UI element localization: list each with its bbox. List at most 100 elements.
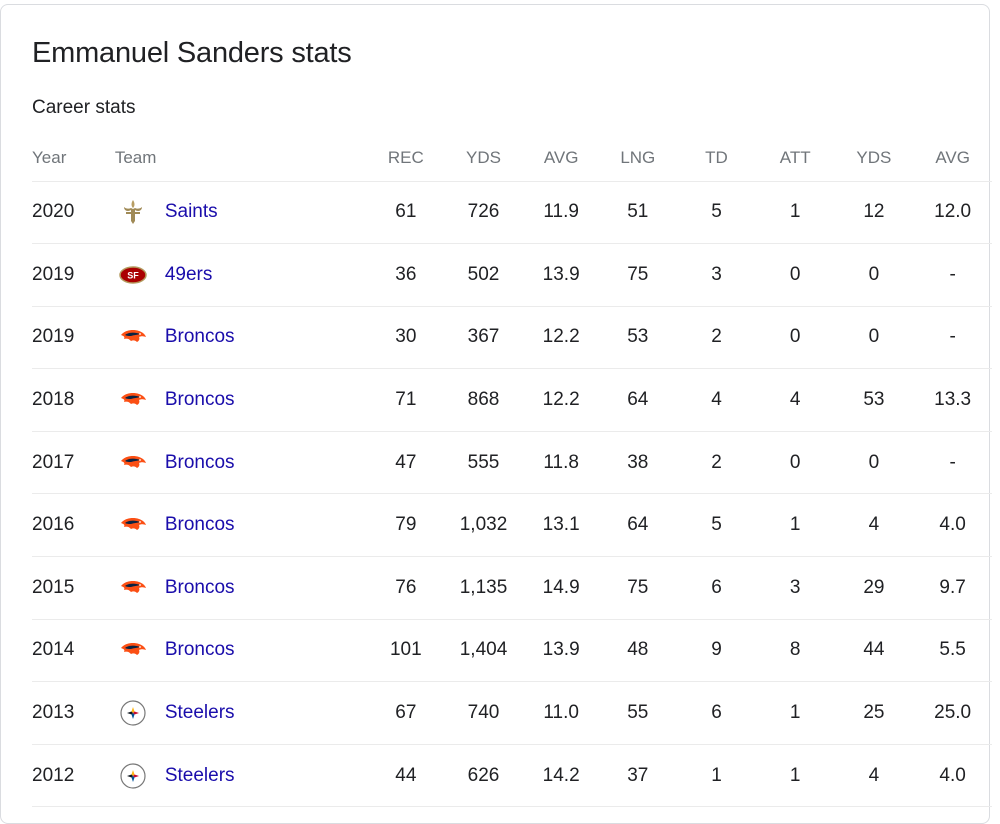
table-row: 2019 SF 49ers 36 502 13.9 75 3 0 0 - [32,243,992,307]
49ers-logo-icon: SF [119,261,147,289]
team-link[interactable]: Broncos [164,389,235,411]
team-link[interactable]: Steelers [164,702,235,724]
year-cell: 2015 [32,556,115,620]
rush-avg-cell: 13.3 [913,368,992,432]
td-cell: 2 [677,306,756,370]
avg-cell: 13.1 [523,493,599,558]
column-header-att: ATT [755,135,835,182]
rush-avg-cell: 25.0 [913,681,992,745]
rec-cell: 101 [368,619,444,683]
lng-cell: 55 [598,681,678,745]
att-cell: 8 [755,619,835,683]
rec-cell: 30 [368,306,444,370]
yds-cell: 502 [443,243,524,307]
year-cell: 2013 [32,681,115,745]
rush-yds-cell: 0 [834,431,914,495]
lng-cell: 75 [598,243,678,307]
rush-avg-cell: - [913,431,992,495]
att-cell: 0 [755,431,835,495]
td-cell: 9 [677,619,756,683]
avg-cell: 13.9 [523,619,599,683]
table-header-row: Year Team REC YDS AVG LNG TD ATT YDS AVG [32,135,992,182]
column-header-rec: REC [368,135,444,182]
rush-yds-cell: 29 [834,556,914,620]
column-header-team: Team [114,135,369,182]
rush-yds-cell: 12 [834,181,914,245]
rec-cell: 61 [368,181,444,245]
career-stats-table: Year Team REC YDS AVG LNG TD ATT YDS AVG… [32,135,992,808]
lng-cell: 75 [598,556,678,620]
avg-cell: 13.9 [523,243,599,307]
lng-cell: 48 [598,619,678,683]
rush-avg-cell: - [913,306,992,370]
att-cell: 1 [755,181,835,245]
table-row: 2014 Broncos 101 1,404 13.9 48 9 8 44 5.… [32,619,992,683]
lng-cell: 38 [598,431,678,495]
yds-cell: 1,135 [443,556,524,620]
att-cell: 1 [755,493,835,558]
team-link[interactable]: 49ers [164,263,213,285]
team-cell: Broncos [114,493,369,558]
yds-cell: 626 [443,744,524,808]
att-cell: 4 [755,368,835,432]
yds-cell: 868 [443,368,524,432]
year-cell: 2016 [32,493,115,558]
td-cell: 6 [677,681,756,745]
lng-cell: 64 [598,493,678,558]
rush-yds-cell: 44 [834,619,914,683]
team-link[interactable]: Saints [164,201,218,223]
yds-cell: 1,404 [443,619,524,683]
svg-text:SF: SF [127,270,139,280]
team-cell: Steelers [114,744,369,808]
lng-cell: 51 [598,181,678,245]
yds-cell: 555 [443,431,524,495]
team-cell: Saints [114,181,369,245]
team-link[interactable]: Broncos [164,514,235,536]
team-link[interactable]: Broncos [164,639,235,661]
page-title: Emmanuel Sanders stats [32,37,352,69]
saints-logo-icon [119,198,147,226]
lng-cell: 37 [598,744,678,808]
broncos-logo-icon [119,636,147,664]
year-cell: 2012 [32,744,115,808]
avg-cell: 14.9 [523,556,599,620]
table-row: 2020 Saints 61 726 11.9 51 5 1 12 12.0 [32,181,992,245]
td-cell: 1 [677,744,756,808]
broncos-logo-icon [119,511,147,539]
year-cell: 2017 [32,431,115,495]
yds-cell: 726 [443,181,524,245]
team-link[interactable]: Broncos [164,326,235,348]
att-cell: 0 [755,306,835,370]
year-cell: 2020 [32,181,115,245]
avg-cell: 11.8 [523,431,599,495]
broncos-logo-icon [119,386,147,414]
team-link[interactable]: Broncos [164,576,235,598]
column-header-avg: AVG [523,135,599,182]
broncos-logo-icon [119,574,147,602]
yds-cell: 367 [443,306,524,370]
td-cell: 2 [677,431,756,495]
column-header-lng: LNG [598,135,678,182]
rec-cell: 79 [368,493,444,558]
section-subtitle: Career stats [32,97,136,118]
team-link[interactable]: Broncos [164,451,235,473]
rush-avg-cell: 4.0 [913,744,992,808]
td-cell: 5 [677,181,756,245]
rec-cell: 36 [368,243,444,307]
column-header-rush-avg: AVG [913,135,992,182]
team-cell: Broncos [114,306,369,370]
td-cell: 5 [677,493,756,558]
att-cell: 0 [755,243,835,307]
column-header-yds: YDS [443,135,524,182]
broncos-logo-icon [119,323,147,351]
rush-yds-cell: 4 [834,744,914,808]
year-cell: 2019 [32,243,115,307]
table-row: 2016 Broncos 79 1,032 13.1 64 5 1 4 4.0 [32,493,992,558]
td-cell: 3 [677,243,756,307]
team-cell: Broncos [114,619,369,683]
team-link[interactable]: Steelers [164,764,235,786]
year-cell: 2019 [32,306,115,370]
rush-avg-cell: 5.5 [913,619,992,683]
avg-cell: 14.2 [523,744,599,808]
rec-cell: 44 [368,744,444,808]
